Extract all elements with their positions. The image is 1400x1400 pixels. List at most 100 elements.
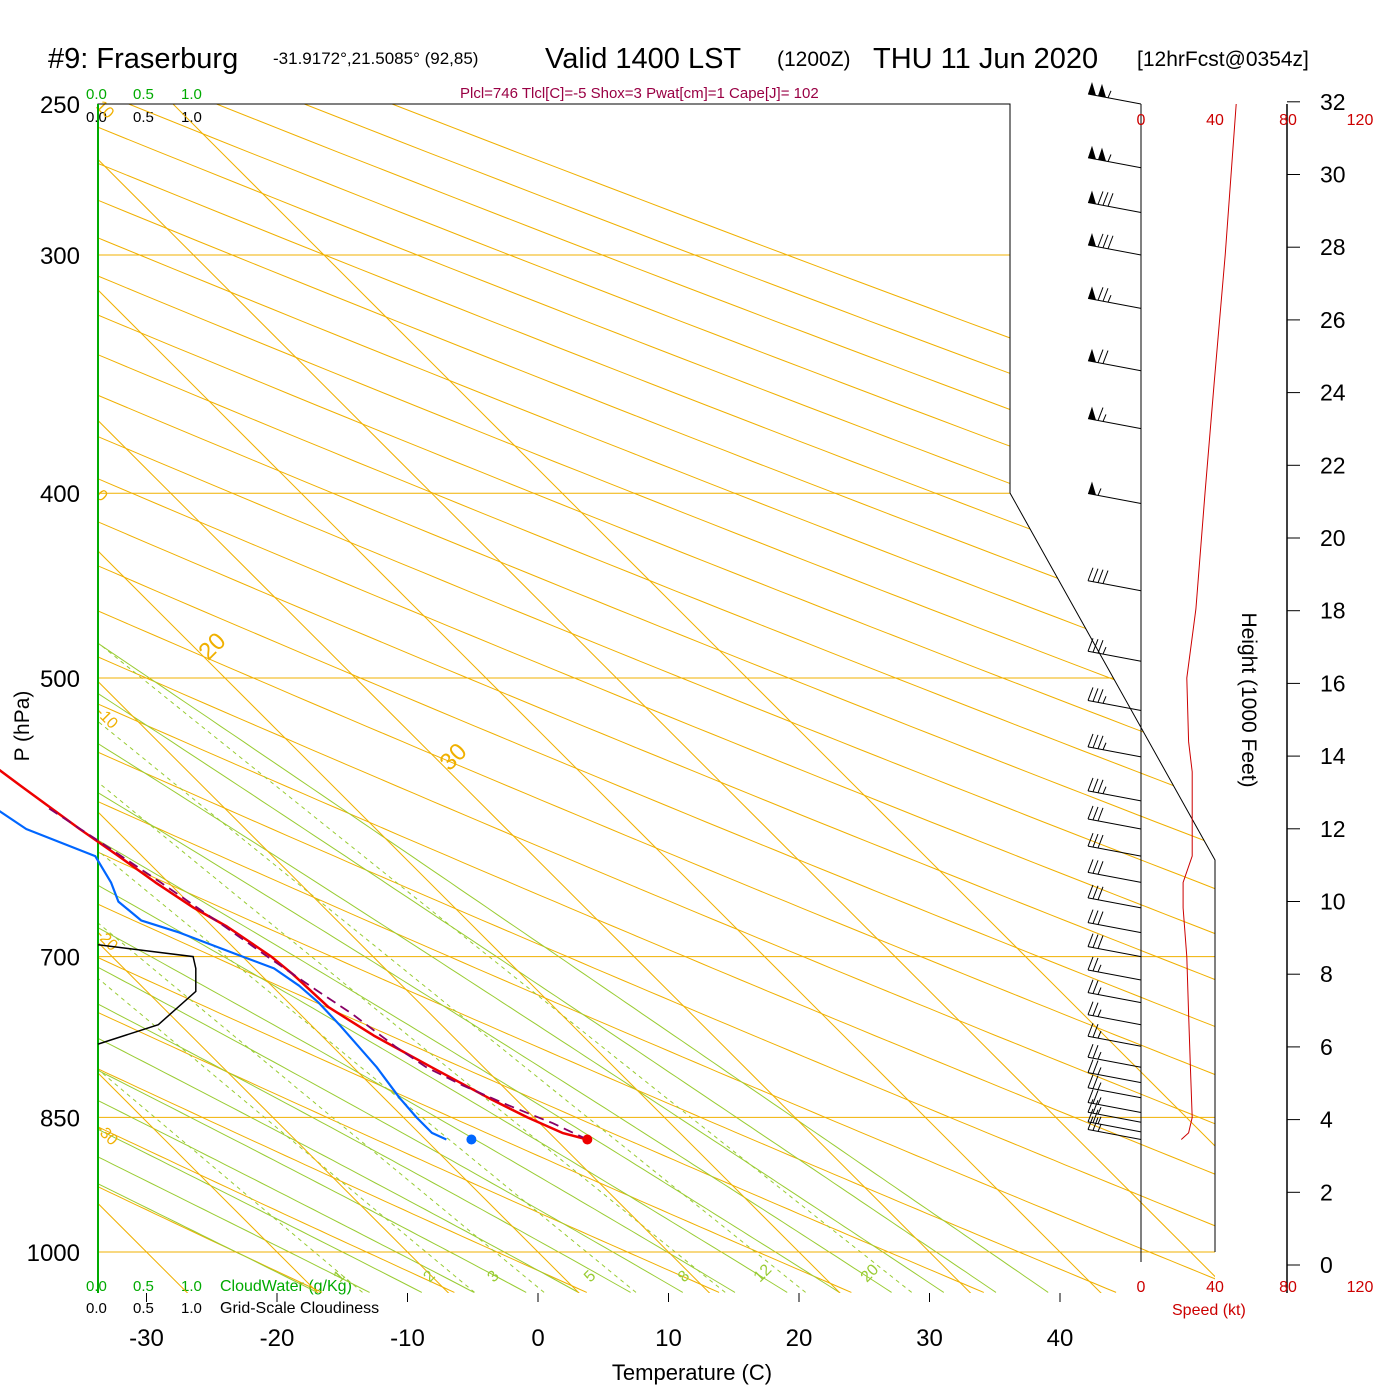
- wind-barb-flag: [1088, 82, 1096, 96]
- wind-speed-tick-bottom: 120: [1347, 1279, 1374, 1296]
- cl-bot-0: 0.0: [86, 1300, 107, 1317]
- wind-barb-full: [1087, 979, 1094, 993]
- wind-barb-full: [1087, 832, 1094, 847]
- wind-barb-full: [1092, 1024, 1099, 1038]
- pressure-tick-label: 500: [40, 666, 80, 693]
- wind-speed-axis-title: Speed (kt): [1172, 1302, 1246, 1319]
- wind-speed-tick-top: 40: [1206, 112, 1224, 129]
- cl-bot-2: 1.0: [181, 1300, 202, 1317]
- wind-barb-staff: [1087, 897, 1142, 909]
- isotherm-label: 0: [92, 487, 110, 505]
- dry-adiabat: [98, 104, 1215, 1293]
- mixing-ratio-line: [98, 492, 475, 1293]
- height-tick-label: 2: [1320, 1179, 1333, 1205]
- temperature-tick-label: 20: [786, 1325, 813, 1352]
- wind-speed-tick-bottom: 40: [1206, 1279, 1224, 1296]
- wind-barb-half: [1097, 1124, 1102, 1132]
- wind-barb-full: [1097, 191, 1104, 205]
- wind-barb-flag: [1088, 232, 1096, 247]
- height-tick-label: 10: [1320, 889, 1346, 915]
- moist-adiabat: [98, 104, 631, 1293]
- wind-barb-staff: [1087, 699, 1142, 711]
- height-tick-label: 8: [1320, 961, 1333, 987]
- dry-adiabat: [98, 104, 1215, 1293]
- wind-barb: [1087, 1116, 1142, 1141]
- isotherm: [98, 104, 1215, 1293]
- isotherm-label-right: 20: [193, 628, 231, 666]
- mixing-ratio-line: [98, 492, 913, 1293]
- wind-barb-half: [1107, 154, 1112, 162]
- dry-adiabat: [98, 104, 588, 1293]
- wind-barb-staff: [1087, 244, 1142, 256]
- wind-barb-half: [1097, 987, 1102, 995]
- wind-barb-full: [1087, 933, 1094, 947]
- isotherm-label: -30: [92, 1121, 120, 1149]
- wind-barb-full: [1092, 1075, 1099, 1089]
- height-tick-label: 4: [1320, 1107, 1333, 1133]
- wind-barb-full: [1087, 1023, 1094, 1037]
- frame-outline: [97, 103, 1216, 1293]
- wind-barb-staff: [1087, 360, 1142, 372]
- wind-barb-staff: [1087, 1102, 1142, 1114]
- wind-barb: [1087, 406, 1142, 430]
- wind-barb-staff: [1087, 1087, 1142, 1099]
- isotherm: [98, 104, 748, 1293]
- wind-barb-full: [1092, 860, 1099, 874]
- dry-adiabat: [98, 104, 1215, 1293]
- wind-barb: [1087, 859, 1142, 883]
- dry-adiabat: [98, 104, 1215, 1293]
- moist-adiabat: [98, 104, 423, 1293]
- cloudwater-scale-top: 0.0 0.5 1.0 0.0 0.5 1.0: [86, 86, 202, 126]
- height-tick-label: 18: [1320, 598, 1346, 624]
- wind-barb-staff: [1087, 845, 1142, 857]
- parcel-line: [47, 807, 588, 1141]
- wind-barb-half: [1097, 1067, 1102, 1075]
- wind-barb-half: [1102, 414, 1107, 422]
- moist-adiabat: [98, 104, 1049, 1293]
- surface-dewpoint-marker: [466, 1134, 477, 1145]
- wind-barb-flag: [1088, 406, 1096, 421]
- wind-barb-full: [1092, 1100, 1099, 1114]
- wind-barb-full: [1092, 568, 1099, 582]
- pressure-tick-label: 300: [40, 243, 80, 270]
- height-tick-label: 12: [1320, 816, 1346, 842]
- wind-speed-tick-top: 0: [1137, 112, 1146, 129]
- pressure-tick-label: 1000: [27, 1240, 80, 1267]
- wind-barb-staff: [1087, 297, 1142, 309]
- temperature-tick-label: 0: [531, 1325, 544, 1352]
- wind-barb-full: [1097, 287, 1104, 301]
- wind-barb: [1087, 481, 1142, 504]
- wind-barb-full: [1087, 733, 1094, 748]
- wind-barb-staff: [1087, 418, 1142, 430]
- cloudiness-label: Grid-Scale Cloudiness: [220, 1300, 379, 1317]
- wind-barb-full: [1092, 833, 1099, 848]
- y-axis-title: P (hPa): [11, 691, 34, 762]
- wind-barb-full: [1102, 234, 1109, 248]
- height-tick-label: 16: [1320, 670, 1346, 696]
- wind-barb: [1087, 832, 1142, 857]
- dry-adiabat: [98, 104, 1215, 1293]
- wind-barb-staff: [1087, 93, 1142, 105]
- isotherm: [98, 104, 1140, 1293]
- wind-barb: [1087, 1001, 1142, 1026]
- moist-adiabat: [98, 104, 475, 1293]
- wind-barb: [1087, 1108, 1142, 1133]
- dry-adiabat: [98, 104, 455, 1293]
- mixing-ratio-line: [98, 492, 545, 1293]
- moist-adiabat: [98, 104, 527, 1293]
- wind-barb: [1087, 933, 1142, 958]
- wind-barb-full: [1102, 192, 1109, 206]
- moist-adiabat: [98, 104, 370, 1293]
- wind-barb-full: [1087, 1108, 1094, 1123]
- plot-frame: [97, 103, 1216, 1293]
- wind-speed-tick-top: 120: [1347, 112, 1374, 129]
- wind-barb-full: [1087, 1074, 1094, 1088]
- cloudwater-label: CloudWater (g/Kg): [220, 1278, 352, 1295]
- wind-barb-full: [1087, 909, 1094, 923]
- wind-barb: [1087, 1044, 1142, 1068]
- cw-top-2: 1.0: [181, 86, 202, 103]
- wind-barb-flag: [1088, 481, 1096, 496]
- dry-adiabat: [98, 104, 1215, 1293]
- isotherm-label: -10: [92, 704, 120, 732]
- pressure-tick-label: 250: [40, 92, 80, 119]
